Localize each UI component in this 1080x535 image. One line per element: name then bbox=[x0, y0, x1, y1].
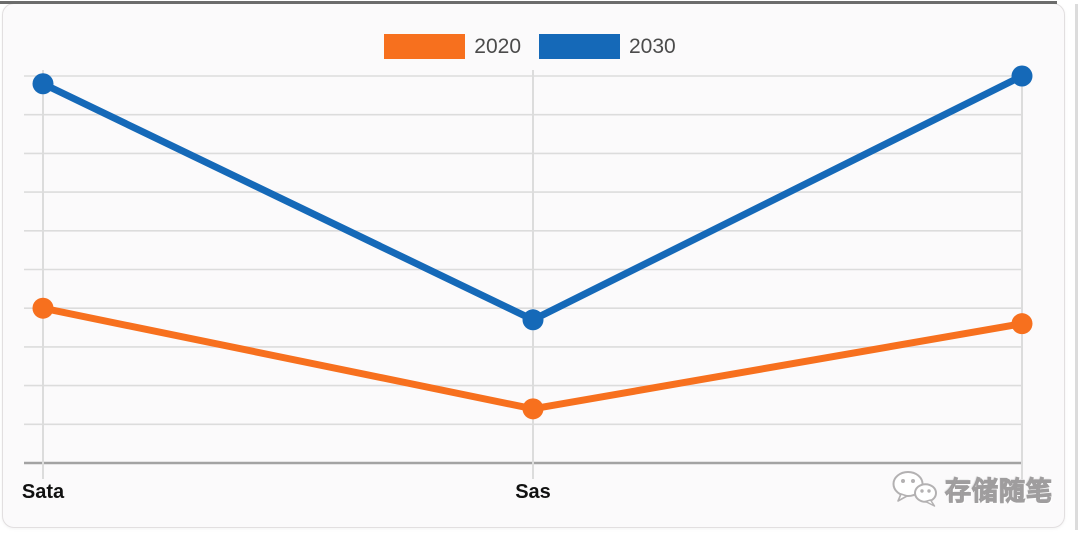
window-top-border bbox=[0, 1, 1057, 4]
chart-card: 2020 2030 Sata Sas 存储随笔 bbox=[2, 3, 1065, 528]
x-axis-label-1: Sas bbox=[515, 481, 551, 503]
data-point-2030-1[interactable] bbox=[522, 309, 544, 331]
data-point-2020-0[interactable] bbox=[32, 297, 54, 319]
x-axis-labels: Sata Sas bbox=[3, 481, 1080, 511]
legend-label-2030: 2030 bbox=[629, 35, 676, 58]
legend-label-2020: 2020 bbox=[474, 35, 521, 58]
watermark-text: 存储随笔 bbox=[944, 475, 1054, 506]
data-point-2030-2[interactable] bbox=[1011, 65, 1033, 87]
legend-swatch-2030 bbox=[539, 34, 620, 59]
x-axis-label-0: Sata bbox=[21, 481, 65, 503]
legend-item-2020[interactable]: 2020 bbox=[384, 34, 521, 59]
line-chart-canvas bbox=[24, 65, 1033, 479]
data-point-2030-0[interactable] bbox=[32, 73, 54, 95]
watermark: 存储随笔 bbox=[891, 469, 1053, 509]
legend-item-2030[interactable]: 2030 bbox=[539, 34, 676, 59]
legend-swatch-2020 bbox=[384, 34, 466, 59]
chart-legend: 2020 2030 bbox=[0, 34, 1070, 59]
data-point-2020-1[interactable] bbox=[522, 398, 544, 420]
wechat-icon bbox=[892, 471, 937, 507]
data-point-2020-2[interactable] bbox=[1011, 313, 1033, 335]
window-right-border bbox=[1075, 4, 1078, 530]
